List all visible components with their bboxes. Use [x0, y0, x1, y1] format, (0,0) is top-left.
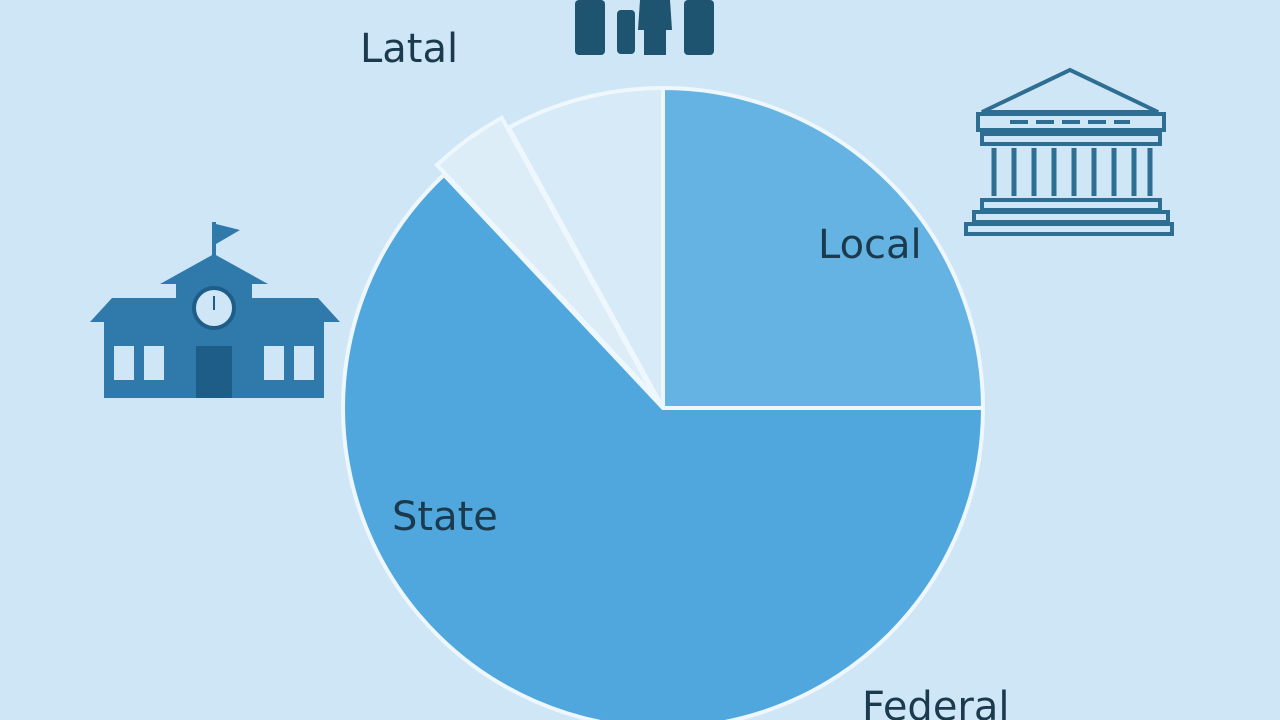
- pie-slice: [661, 85, 986, 410]
- government-icon: [964, 67, 1174, 236]
- labels: Local State Latal Federal: [360, 26, 1010, 720]
- school-icon: [90, 222, 340, 398]
- slice-label: Latal: [360, 26, 458, 72]
- pie-slice: [434, 115, 658, 400]
- slice-label: Federal: [862, 684, 1010, 720]
- pie-slice: [506, 85, 665, 409]
- pie: [341, 85, 986, 720]
- slice-label: State: [392, 494, 498, 540]
- family-icon: [575, 0, 714, 55]
- pie-slice: [341, 171, 986, 720]
- slice-label: Local: [818, 222, 922, 268]
